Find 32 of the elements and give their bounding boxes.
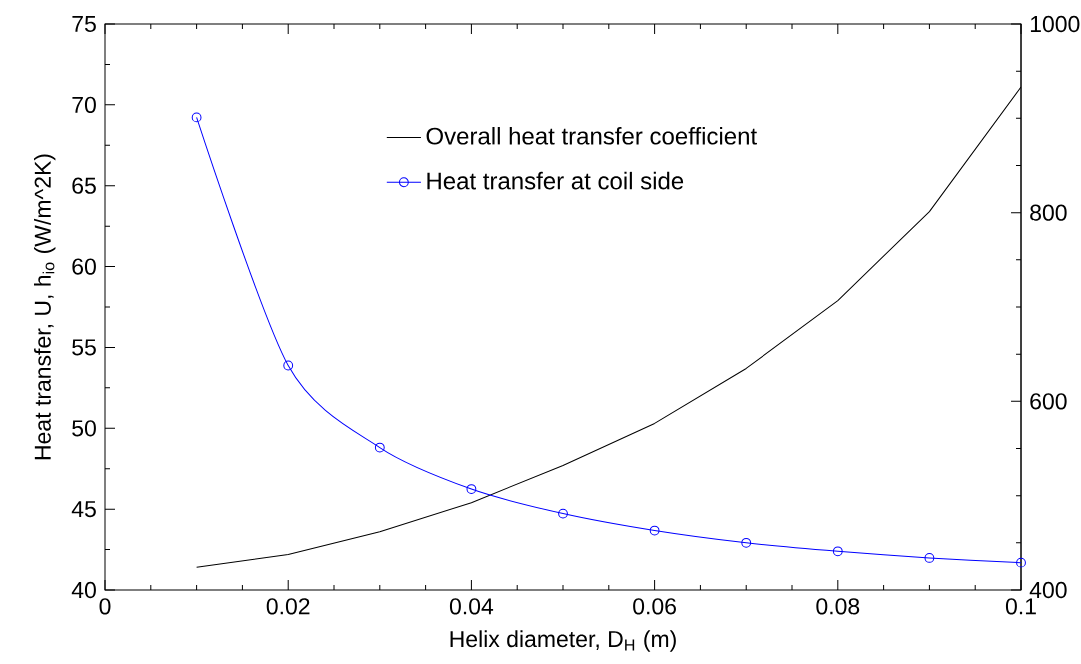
x-tick-label: 0.04: [449, 598, 494, 615]
y-tick-label: 45: [71, 501, 96, 518]
point: [649, 525, 660, 536]
point: [741, 537, 752, 548]
point: [374, 442, 385, 453]
y-tick-label: 60: [72, 258, 96, 275]
point: [283, 360, 294, 371]
point: [832, 546, 843, 557]
point: [1016, 557, 1026, 568]
y-tick-label: 55: [72, 339, 96, 356]
legend-label: Overall heat transfer coefficient: [426, 127, 757, 145]
y-axis-title: Heat transfer, U, h$_{io}$ (W/m^2K): [34, 154, 56, 460]
y2-tick-label: 800: [1030, 204, 1067, 221]
x-tick-label: 0: [99, 598, 111, 615]
y-tick-label: 75: [72, 15, 96, 33]
x-tick-label: 0.06: [633, 598, 676, 615]
point: [924, 553, 935, 563]
y2-tick-label: 400: [1029, 581, 1067, 599]
point: [191, 112, 202, 123]
point: [466, 484, 477, 494]
x-axis-title: Helix diameter, D$_{H}$ (m): [450, 630, 676, 652]
y-tick-label: 50: [72, 420, 96, 437]
point: [558, 508, 568, 519]
y2-tick-label: 600: [1030, 393, 1067, 410]
legend-label: Heat transfer at coil side: [427, 171, 684, 190]
y2-tick-label: 1000: [1030, 15, 1080, 33]
x-tick-label: 0.08: [816, 598, 860, 615]
y-tick-label: 70: [72, 96, 96, 113]
x-tick-label: 0.1: [1005, 598, 1036, 615]
y-tick-label: 40: [71, 581, 96, 599]
y-tick-label: 65: [72, 177, 96, 194]
x-tick-label: 0.02: [266, 598, 310, 615]
